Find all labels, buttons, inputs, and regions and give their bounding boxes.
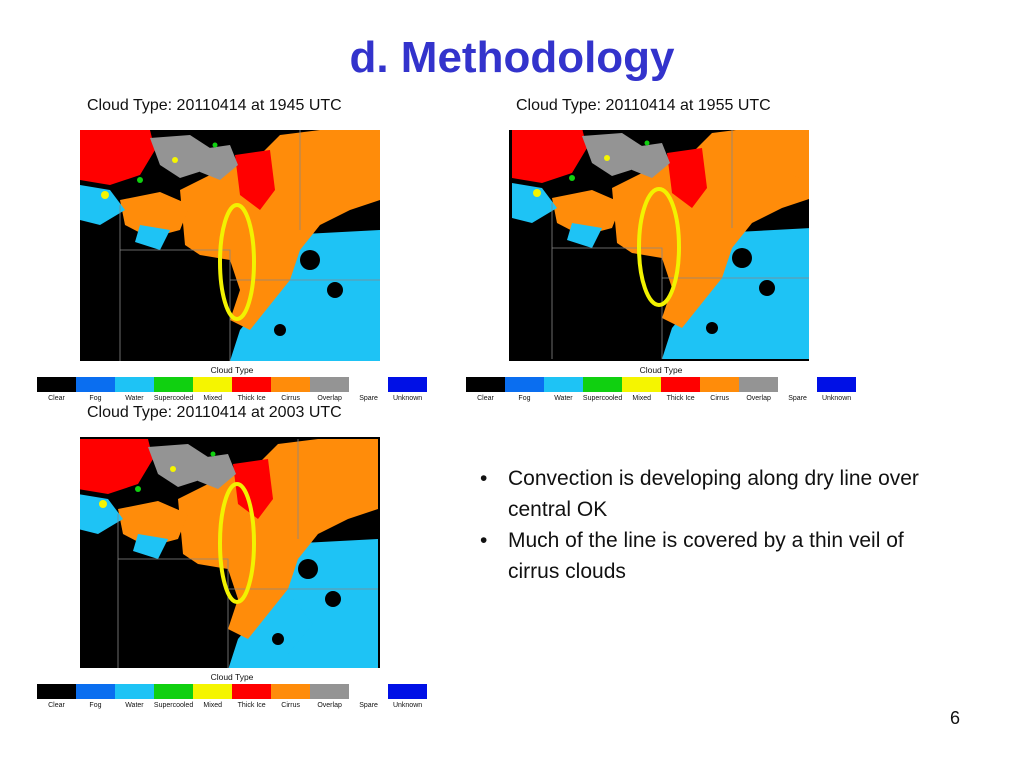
colorbar-swatch-supercooled bbox=[154, 684, 193, 699]
colorbar-label: Supercooled bbox=[582, 395, 623, 402]
colorbar-swatch-unknown bbox=[817, 377, 856, 392]
colorbar-swatch-mixed bbox=[193, 684, 232, 699]
panel-title: Cloud Type: 20110414 at 1945 UTC bbox=[87, 97, 342, 114]
colorbar-swatch-clear bbox=[466, 377, 505, 392]
colorbar-caption: Cloud Type bbox=[210, 365, 254, 375]
colorbar-label: Fog bbox=[518, 395, 531, 402]
colorbar-label: Overlap bbox=[317, 395, 342, 402]
bullet-list: • Convection is developing along dry line… bbox=[478, 463, 928, 587]
colorbar-label: Cirrus bbox=[281, 395, 300, 402]
colorbar-swatch-cirrus bbox=[700, 377, 739, 392]
bullet-item: • Much of the line is covered by a thin v… bbox=[478, 525, 928, 587]
colorbar-swatch-unknown bbox=[388, 684, 427, 699]
colorbar-swatch-cirrus bbox=[271, 684, 310, 699]
colorbar-swatch-clear bbox=[37, 377, 76, 392]
colorbar bbox=[37, 684, 427, 699]
colorbar-swatch-mixed bbox=[193, 377, 232, 392]
bullet-dot: • bbox=[480, 529, 488, 552]
colorbar-label: Spare bbox=[359, 395, 378, 402]
colorbar bbox=[37, 377, 427, 392]
colorbar-label: Unknown bbox=[392, 395, 423, 402]
colorbar-swatch-cirrus bbox=[271, 377, 310, 392]
colorbar-swatch-spare bbox=[778, 377, 817, 392]
colorbar-swatch-spare bbox=[349, 377, 388, 392]
colorbar-label: Fog bbox=[89, 702, 102, 709]
panel-title: Cloud Type: 20110414 at 1955 UTC bbox=[516, 97, 771, 114]
colorbar-label: Thick Ice bbox=[666, 395, 695, 402]
colorbar-label: Clear bbox=[48, 395, 65, 402]
colorbar-swatch-thick-ice bbox=[232, 684, 271, 699]
colorbar-swatch-supercooled bbox=[154, 377, 193, 392]
colorbar-label: Overlap bbox=[317, 702, 342, 709]
colorbar-label: Water bbox=[554, 395, 573, 402]
colorbar-label: Mixed bbox=[632, 395, 652, 402]
colorbar-label: Unknown bbox=[821, 395, 852, 402]
colorbar-label: Water bbox=[125, 395, 144, 402]
satellite-map bbox=[80, 130, 380, 361]
highlight-ellipse bbox=[218, 203, 256, 321]
colorbar-caption: Cloud Type bbox=[639, 365, 683, 375]
cloud-type-panel-3: Cloud Type: 20110414 at 2003 UTC Cloud T… bbox=[37, 404, 427, 720]
colorbar-caption: Cloud Type bbox=[210, 672, 254, 682]
colorbar bbox=[466, 377, 856, 392]
colorbar-swatch-water bbox=[544, 377, 583, 392]
colorbar-swatch-water bbox=[115, 377, 154, 392]
colorbar-label: Clear bbox=[477, 395, 494, 402]
colorbar-swatch-thick-ice bbox=[232, 377, 271, 392]
page-number: 6 bbox=[950, 708, 961, 728]
colorbar-swatch-mixed bbox=[622, 377, 661, 392]
colorbar-labels: Clear Fog Water Supercooled Mixed Thick Ice Ci… bbox=[37, 702, 427, 709]
colorbar-label: Thick Ice bbox=[237, 395, 266, 402]
slide-title: d. Methodology bbox=[349, 33, 675, 82]
colorbar-label: Fog bbox=[89, 395, 102, 402]
colorbar-label: Spare bbox=[788, 395, 807, 402]
colorbar-label: Supercooled bbox=[153, 702, 194, 709]
colorbar-swatch-clear bbox=[37, 684, 76, 699]
bullet-dot: • bbox=[480, 467, 488, 490]
colorbar-swatch-unknown bbox=[388, 377, 427, 392]
colorbar-label: Cirrus bbox=[281, 702, 300, 709]
highlight-ellipse bbox=[637, 187, 681, 307]
colorbar-swatch-fog bbox=[76, 684, 115, 699]
colorbar-swatch-thick-ice bbox=[661, 377, 700, 392]
colorbar-labels: Clear Fog Water Supercooled Mixed Thick Ice Ci… bbox=[466, 395, 856, 402]
highlight-ellipse bbox=[218, 482, 256, 604]
colorbar-swatch-overlap bbox=[310, 377, 349, 392]
colorbar-swatch-spare bbox=[349, 684, 388, 699]
bullet-text: Much of the line is covered by a thin ve… bbox=[508, 529, 904, 583]
colorbar-swatch-water bbox=[115, 684, 154, 699]
colorbar-label: Unknown bbox=[392, 702, 423, 709]
bullet-text: Convection is developing along dry line … bbox=[508, 467, 919, 521]
colorbar-swatch-supercooled bbox=[583, 377, 622, 392]
colorbar-label: Cirrus bbox=[710, 395, 729, 402]
colorbar-label: Water bbox=[125, 702, 144, 709]
colorbar-swatch-overlap bbox=[739, 377, 778, 392]
colorbar-label: Mixed bbox=[203, 702, 223, 709]
colorbar-label: Supercooled bbox=[153, 395, 194, 402]
colorbar-label: Spare bbox=[359, 702, 378, 709]
satellite-map bbox=[80, 437, 380, 668]
colorbar-swatch-fog bbox=[76, 377, 115, 392]
bullet-item: • Convection is developing along dry line… bbox=[478, 463, 928, 525]
satellite-map bbox=[509, 130, 809, 361]
colorbar-label: Clear bbox=[48, 702, 65, 709]
colorbar-label: Thick Ice bbox=[237, 702, 266, 709]
colorbar-label: Overlap bbox=[746, 395, 771, 402]
cloud-type-panel-2: Cloud Type: 20110414 at 1955 UTC Cloud T… bbox=[466, 97, 856, 413]
colorbar-swatch-overlap bbox=[310, 684, 349, 699]
colorbar-swatch-fog bbox=[505, 377, 544, 392]
cloud-type-panel-1: Cloud Type: 20110414 at 1945 UTC Cloud T… bbox=[37, 97, 427, 413]
colorbar-labels: Clear Fog Water Supercooled Mixed Thick Ice Ci… bbox=[37, 395, 427, 402]
panel-title: Cloud Type: 20110414 at 2003 UTC bbox=[87, 404, 342, 421]
colorbar-label: Mixed bbox=[203, 395, 223, 402]
